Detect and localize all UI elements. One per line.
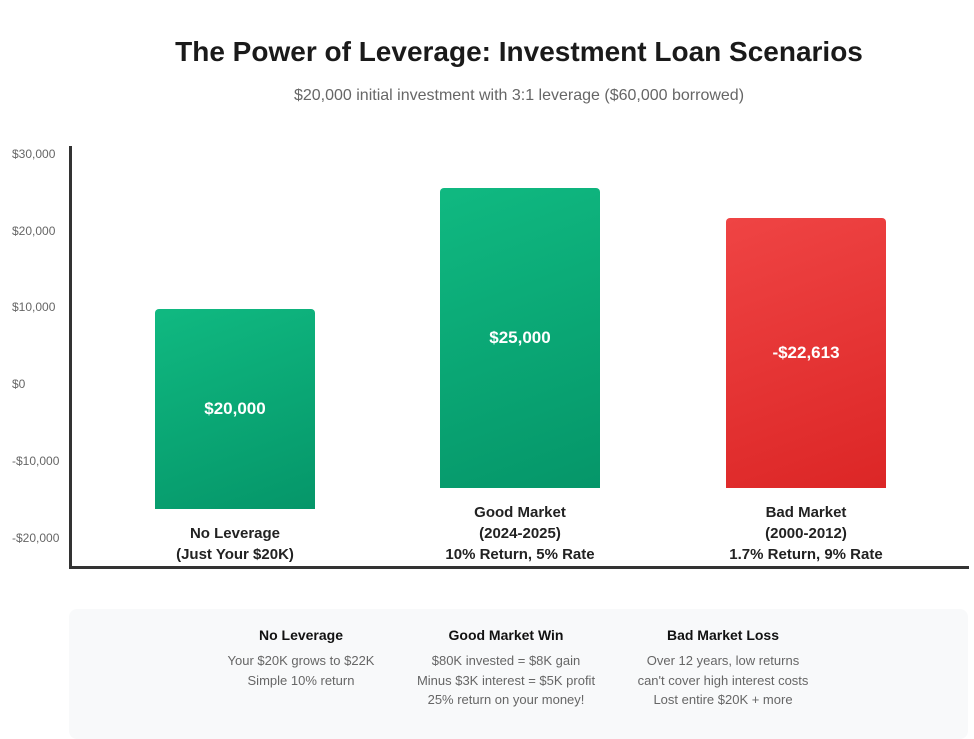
summary-good-market: Good Market Win $80K invested = $8K gain… bbox=[396, 627, 616, 710]
summary-line: Over 12 years, low returns bbox=[646, 653, 800, 668]
y-tick-label: $30,000 bbox=[12, 147, 56, 161]
bar-value-label: $20,000 bbox=[204, 399, 266, 418]
summary-line: 25% return on your money! bbox=[427, 692, 585, 707]
bar-good-market: $25,000 bbox=[440, 188, 600, 488]
label-line: No Leverage bbox=[189, 525, 281, 542]
summary-title: Good Market Win bbox=[448, 627, 564, 643]
summary-line: Lost entire $20K + more bbox=[653, 692, 793, 707]
bar-value-label: -$22,613 bbox=[772, 343, 840, 362]
summary-line: Simple 10% return bbox=[247, 672, 355, 688]
chart-subtitle: $20,000 initial investment with 3:1 leve… bbox=[293, 87, 745, 104]
label-line: Good Market bbox=[474, 504, 566, 521]
y-tick-label: $20,000 bbox=[12, 224, 56, 238]
label-line: 1.7% Return, 9% Rate bbox=[729, 546, 883, 563]
y-tick-label: -$10,000 bbox=[12, 454, 60, 468]
y-tick-label: -$20,000 bbox=[12, 531, 60, 545]
label-line: (2000-2012) bbox=[765, 525, 847, 542]
summary-panel: No Leverage Your $20K grows to $22K Simp… bbox=[69, 609, 968, 739]
summary-bad-market: Bad Market Loss Over 12 years, low retur… bbox=[613, 627, 833, 710]
bar-category-label: Bad Market (2000-2012) 1.7% Return, 9% R… bbox=[696, 502, 916, 565]
chart-title: The Power of Leverage: Investment Loan S… bbox=[175, 36, 863, 67]
bar-category-label: Good Market (2024-2025) 10% Return, 5% R… bbox=[410, 502, 630, 565]
summary-no-leverage: No Leverage Your $20K grows to $22K Simp… bbox=[191, 627, 411, 690]
summary-title: No Leverage bbox=[258, 627, 344, 643]
summary-line: can't cover high interest costs bbox=[637, 672, 809, 688]
bar-bad-market: -$22,613 bbox=[726, 218, 886, 488]
y-tick-label: $10,000 bbox=[12, 300, 56, 314]
summary-title: Bad Market Loss bbox=[666, 627, 780, 643]
x-axis-line bbox=[69, 566, 969, 569]
bar-value-label: $25,000 bbox=[489, 328, 551, 347]
y-axis-line bbox=[69, 146, 72, 569]
label-line: (Just Your $20K) bbox=[176, 546, 294, 563]
label-line: Bad Market bbox=[765, 504, 847, 521]
summary-line: Minus $3K interest = $5K profit bbox=[416, 672, 596, 688]
label-line: (2024-2025) bbox=[479, 525, 561, 542]
y-tick-label: $0 bbox=[12, 377, 26, 391]
summary-line: Your $20K grows to $22K bbox=[227, 653, 375, 668]
label-line: 10% Return, 5% Rate bbox=[445, 546, 595, 563]
bar-no-leverage: $20,000 bbox=[155, 309, 315, 509]
summary-line: $80K invested = $8K gain bbox=[431, 653, 581, 668]
bar-category-label: No Leverage (Just Your $20K) bbox=[125, 523, 345, 565]
